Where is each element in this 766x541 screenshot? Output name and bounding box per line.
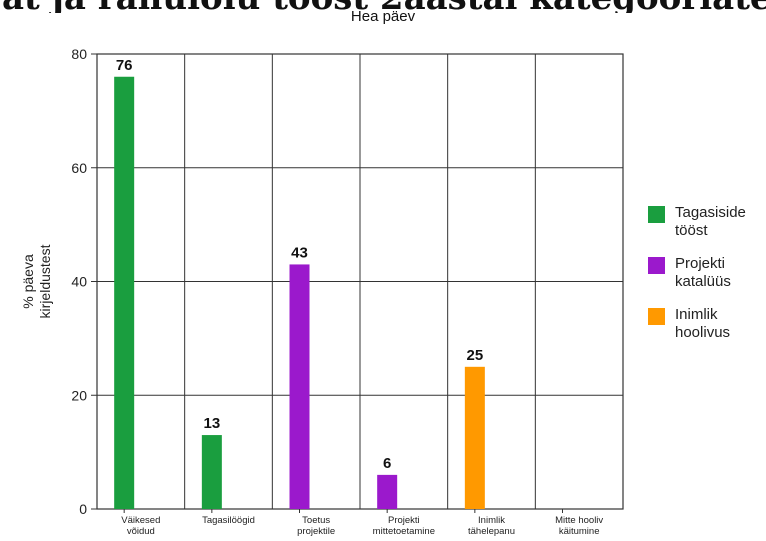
x-category-label: tähelepanu — [468, 526, 515, 537]
y-tick-label: 20 — [71, 387, 87, 403]
x-category-label: Väikesed — [121, 515, 160, 526]
y-axis-label: % päeva — [20, 254, 36, 309]
x-category-label: Inimlik — [478, 515, 505, 526]
legend-swatch-feedback — [648, 206, 665, 223]
legend-item-catalysis: Projekti katalüüs — [648, 255, 766, 291]
bar — [377, 474, 398, 509]
bar — [464, 366, 485, 509]
bar-value-label: 43 — [291, 244, 308, 261]
legend-swatch-catalysis — [648, 257, 665, 274]
x-category-label: Projekti — [388, 515, 420, 526]
bar — [114, 76, 135, 509]
legend-item-feedback: Tagasiside tööst — [648, 204, 766, 240]
x-category-label: mittetoetamine — [373, 526, 435, 537]
chart-title: Hea päev — [350, 8, 416, 25]
y-tick-label: 40 — [71, 274, 87, 290]
bar-value-label: 6 — [383, 455, 391, 472]
bar-value-label: 13 — [203, 415, 220, 432]
bar — [201, 435, 222, 509]
x-category-label: võidud — [127, 526, 155, 537]
legend-label: Projekti katalüüs — [675, 255, 731, 290]
x-category-label: käitumine — [559, 526, 600, 537]
y-tick-label: 80 — [71, 46, 87, 62]
bar-value-label: 76 — [116, 57, 133, 74]
x-category-label: projektile — [297, 526, 335, 537]
legend: Tagasiside tööst Projekti katalüüs Iniml… — [648, 204, 766, 357]
legend-label: Inimlik hoolivus — [675, 306, 731, 341]
bar — [289, 264, 310, 509]
legend-item-care: Inimlik hoolivus — [648, 306, 766, 342]
x-category-label: Mitte hooliv — [555, 515, 603, 526]
clipped-header-text: at ja rahulolu tööst 2aastal kategooriat… — [0, 0, 766, 13]
y-axis-label: kirjeldustest — [37, 244, 53, 318]
y-tick-label: 60 — [71, 160, 87, 176]
bar-value-label: 25 — [466, 347, 483, 364]
x-category-label: Tagasilöögid — [202, 515, 255, 526]
legend-label: Tagasiside tööst — [675, 204, 746, 239]
x-category-label: Toetus — [302, 515, 330, 526]
legend-swatch-care — [648, 308, 665, 325]
y-tick-label: 0 — [79, 501, 87, 517]
